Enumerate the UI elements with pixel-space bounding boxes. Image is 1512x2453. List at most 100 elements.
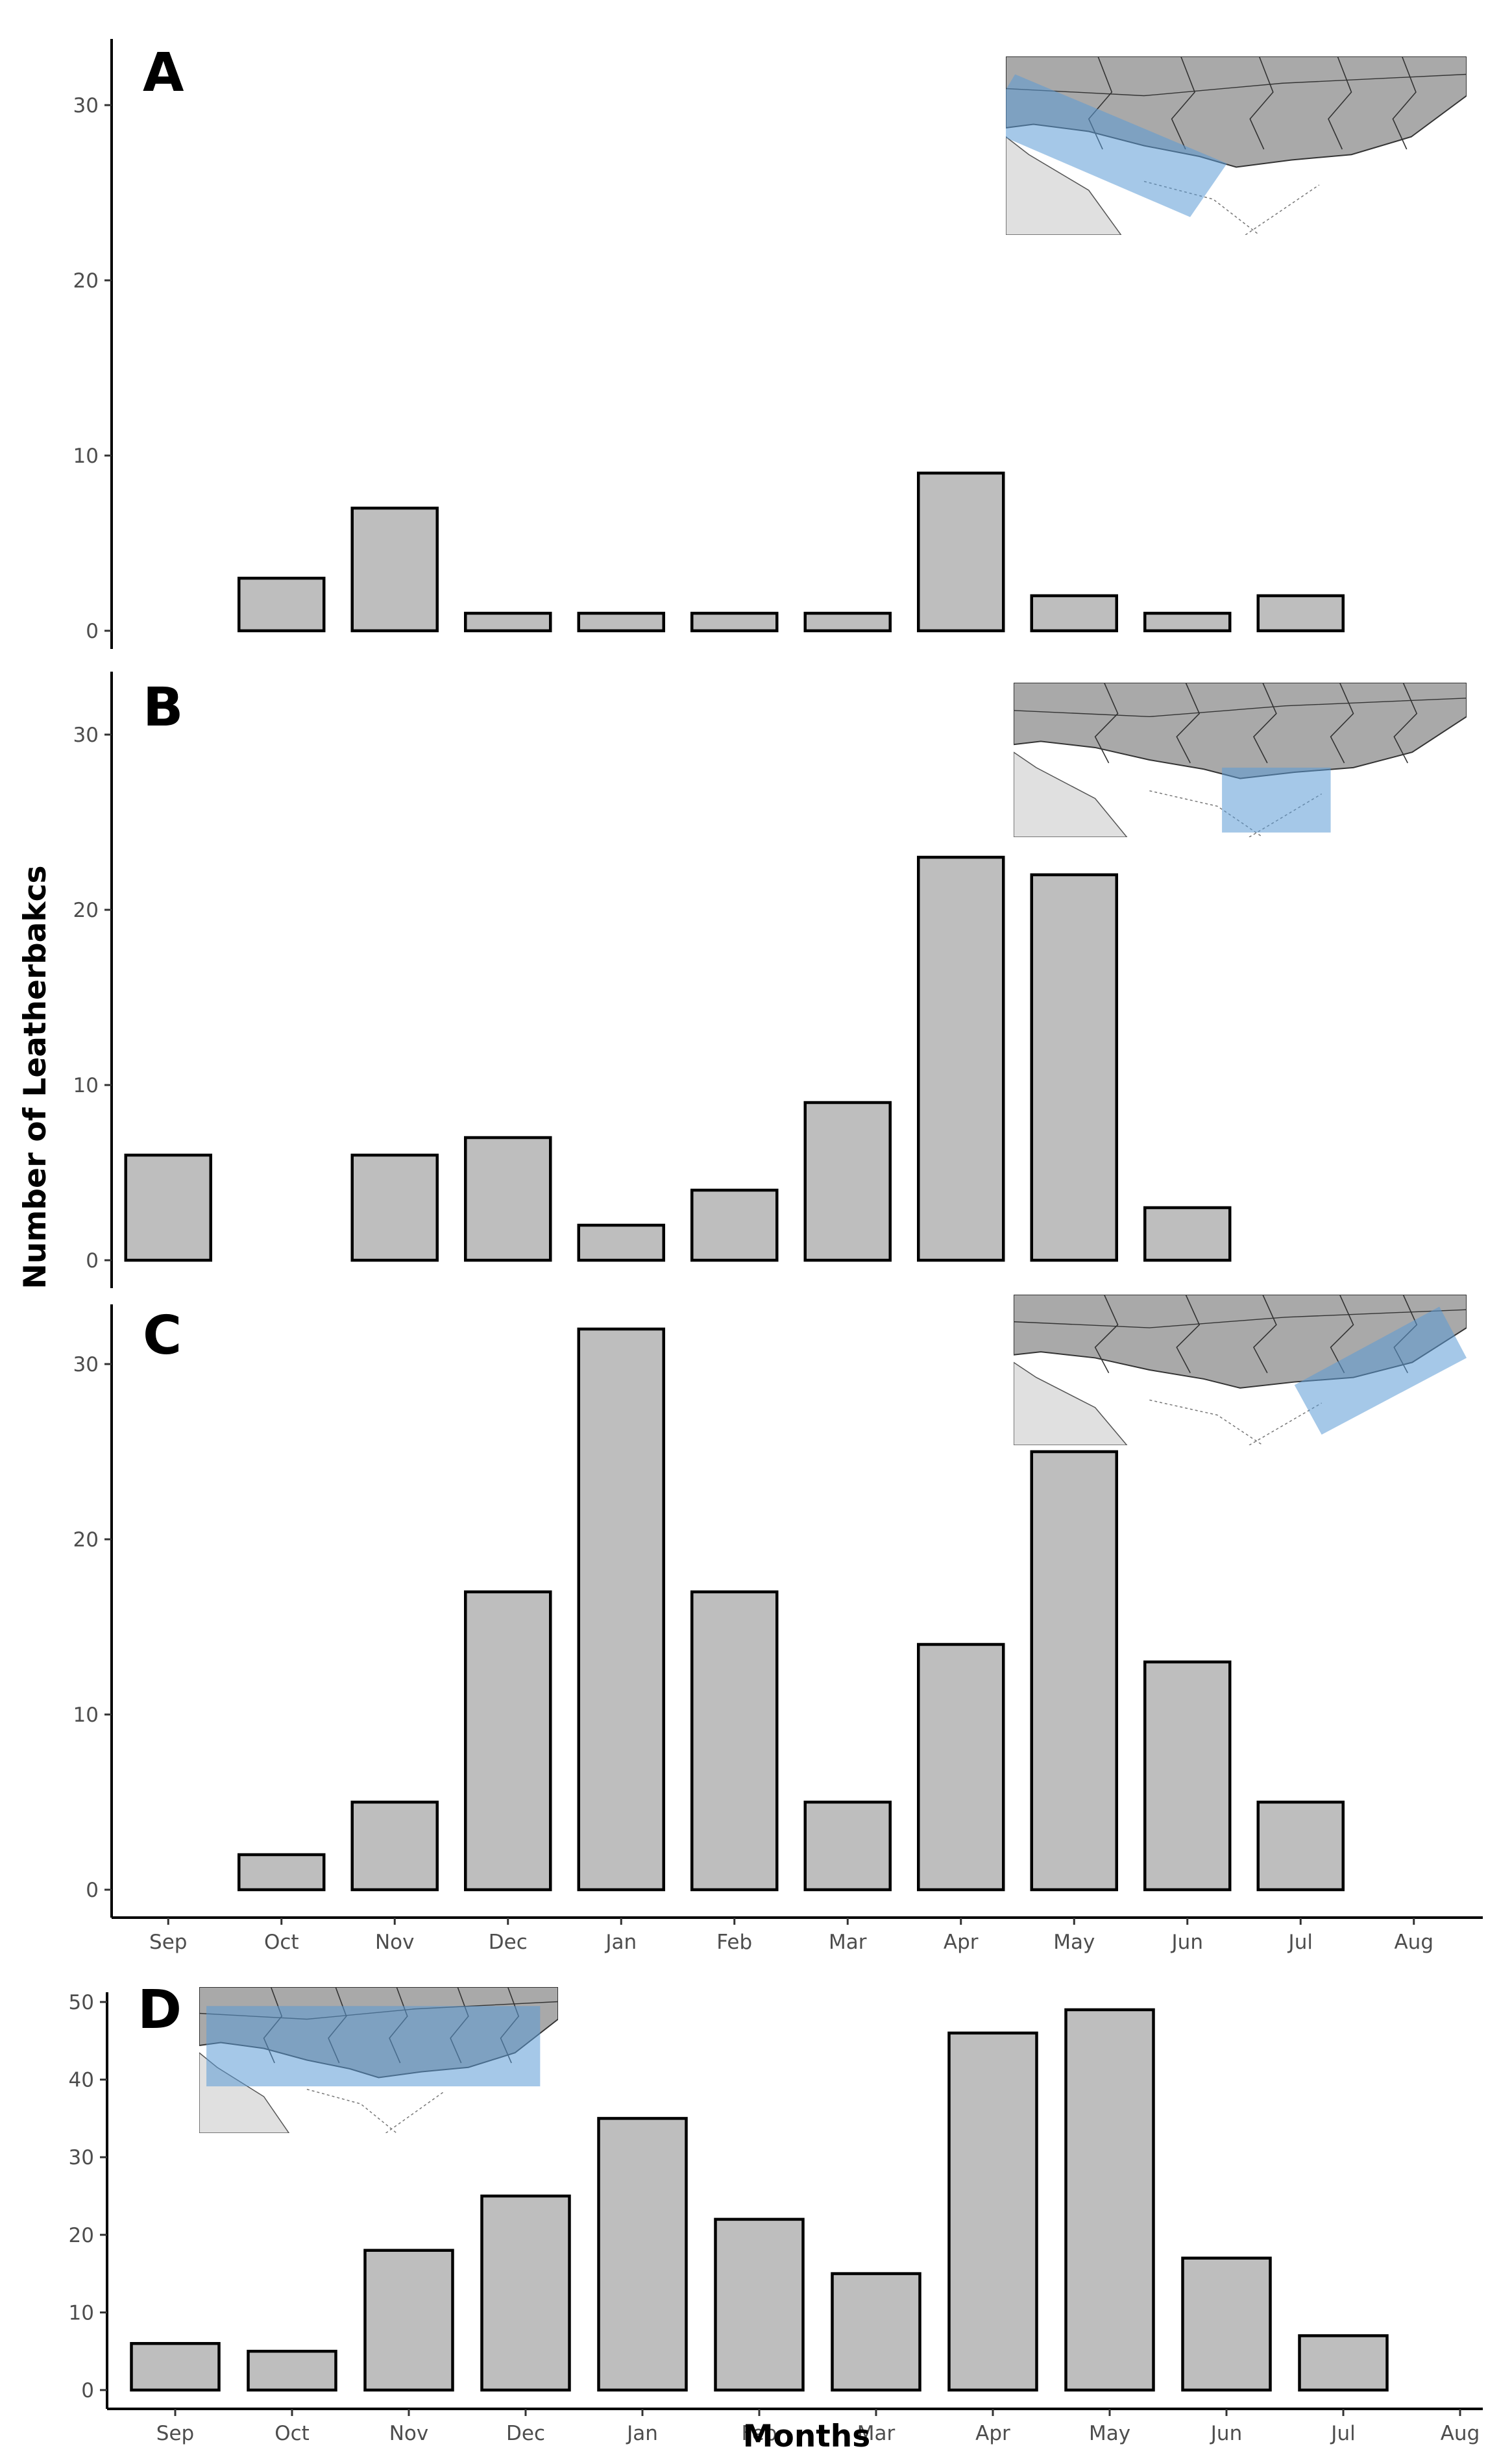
x-tick-label: Oct bbox=[264, 1931, 299, 1954]
bar-b-dec bbox=[464, 1136, 552, 1262]
inset-map-panel-b bbox=[1014, 683, 1467, 837]
y-tick-label: 0 bbox=[86, 1879, 99, 1902]
bar-b-may bbox=[1030, 873, 1118, 1262]
bar-b-jan bbox=[577, 1223, 665, 1262]
y-tick-label: 20 bbox=[73, 1528, 99, 1552]
bar-d-nov bbox=[363, 2249, 454, 2392]
x-tick-label: Sep bbox=[156, 2422, 194, 2445]
panel-d: 0 10 20 30 40 50 Sep Oct Nov Dec Jan Feb Mar Apr May Ju… bbox=[69, 1979, 1483, 2445]
bar-d-feb bbox=[714, 2217, 805, 2392]
bar-a-feb bbox=[690, 611, 779, 633]
y-tick-label: 10 bbox=[73, 1074, 99, 1097]
x-tick-label: Jan bbox=[626, 2422, 658, 2445]
bar-b-nov bbox=[350, 1153, 439, 1262]
bar-a-may bbox=[1030, 594, 1118, 633]
y-tick-label: 20 bbox=[69, 2224, 94, 2247]
x-tick-label: Oct bbox=[274, 2422, 310, 2445]
bar-c-dec bbox=[464, 1590, 552, 1892]
panel-letter: A bbox=[143, 42, 184, 104]
x-tick-label: May bbox=[1053, 1931, 1095, 1954]
map-landmass-south bbox=[1014, 751, 1128, 837]
y-tick-label: 40 bbox=[69, 2069, 94, 2092]
map-landmass-south bbox=[1006, 136, 1122, 235]
x-tick-label: Nov bbox=[375, 1931, 415, 1954]
x-tick-label: May bbox=[1089, 2422, 1130, 2445]
x-tick-label: Jan bbox=[604, 1931, 637, 1954]
map-highlight-region bbox=[206, 2006, 541, 2086]
x-tick-label: Dec bbox=[489, 1931, 528, 1954]
x-tick-label: Aug bbox=[1441, 2422, 1480, 2445]
map-highlight-region bbox=[1294, 1306, 1467, 1435]
bar-a-apr bbox=[917, 471, 1005, 633]
bar-d-may bbox=[1064, 2008, 1155, 2392]
bar-c-feb bbox=[690, 1590, 779, 1892]
inset-map-panel-c bbox=[1014, 1295, 1467, 1445]
bar-c-jan bbox=[577, 1327, 665, 1892]
y-tick-label: 0 bbox=[86, 620, 99, 643]
bar-d-oct bbox=[247, 2349, 337, 2392]
panel-a: 0 10 20 30 A bbox=[73, 39, 1467, 649]
map-highlight-region bbox=[1222, 767, 1331, 833]
y-tick-label: 30 bbox=[69, 2146, 94, 2169]
bar-c-jun bbox=[1143, 1660, 1232, 1892]
y-tick-label: 10 bbox=[73, 445, 99, 468]
bar-b-apr bbox=[917, 855, 1005, 1262]
x-tick-label: Jul bbox=[1330, 2422, 1355, 2445]
panel-letter: B bbox=[143, 677, 184, 738]
x-tick-label: Dec bbox=[506, 2422, 545, 2445]
x-tick-label: Jun bbox=[1210, 2422, 1242, 2445]
panel-b: 0 10 20 30 B bbox=[73, 672, 1467, 1288]
bar-c-jul bbox=[1256, 1800, 1345, 1892]
bar-d-jul bbox=[1298, 2334, 1389, 2392]
bar-b-jun bbox=[1143, 1206, 1232, 1262]
panel-letter: D bbox=[138, 1979, 182, 2041]
bar-c-may bbox=[1030, 1450, 1118, 1892]
bar-d-mar bbox=[831, 2272, 921, 2392]
panel-letter: C bbox=[143, 1305, 182, 1367]
bar-a-nov bbox=[350, 506, 439, 633]
bar-a-mar bbox=[803, 611, 892, 633]
y-tick-label: 10 bbox=[69, 2301, 94, 2325]
map-landmass-south bbox=[1014, 1361, 1128, 1445]
x-tick-label: Feb bbox=[716, 1931, 752, 1954]
y-tick-label: 20 bbox=[73, 899, 99, 922]
y-tick-label: 30 bbox=[73, 1353, 99, 1376]
bar-d-apr bbox=[947, 2031, 1038, 2392]
bar-a-oct bbox=[238, 576, 326, 633]
bar-b-mar bbox=[803, 1101, 892, 1262]
bar-b-feb bbox=[690, 1188, 779, 1262]
x-tick-label: Jul bbox=[1287, 1931, 1313, 1954]
bar-a-jan bbox=[577, 611, 665, 633]
x-tick-label: Apr bbox=[944, 1931, 979, 1954]
bar-d-jun bbox=[1181, 2256, 1272, 2392]
inset-map-panel-a bbox=[1006, 56, 1467, 235]
bar-c-nov bbox=[350, 1800, 439, 1892]
y-tick-label: 50 bbox=[69, 1991, 94, 2014]
panel-c: 0 10 20 30 Sep Oct Nov Dec Jan Feb Mar Apr May Jun Jul… bbox=[73, 1295, 1483, 1954]
x-axis-title: Months bbox=[743, 2419, 870, 2453]
bar-d-sep bbox=[130, 2341, 221, 2392]
x-tick-label: Apr bbox=[975, 2422, 1010, 2445]
map-highlight-region bbox=[1006, 74, 1227, 217]
y-axis-title: Number of Leatherbakcs bbox=[18, 866, 53, 1289]
bar-c-mar bbox=[803, 1800, 892, 1892]
inset-map-panel-d bbox=[199, 1987, 558, 2133]
x-tick-label: Feb bbox=[742, 2422, 777, 2445]
x-tick-label: Nov bbox=[389, 2422, 429, 2445]
y-tick-label: 0 bbox=[86, 1249, 99, 1273]
y-tick-label: 20 bbox=[73, 269, 99, 293]
y-tick-label: 10 bbox=[73, 1703, 99, 1727]
x-tick-label: Mar bbox=[857, 2422, 896, 2445]
bar-d-dec bbox=[480, 2194, 571, 2392]
bar-c-apr bbox=[917, 1642, 1005, 1892]
x-tick-label: Mar bbox=[829, 1931, 867, 1954]
y-tick-label: 0 bbox=[81, 2379, 94, 2402]
bar-a-jul bbox=[1256, 594, 1345, 633]
x-tick-label: Aug bbox=[1394, 1931, 1433, 1954]
y-tick-label: 30 bbox=[73, 724, 99, 747]
bar-b-sep bbox=[124, 1153, 212, 1262]
bar-a-dec bbox=[464, 611, 552, 633]
x-tick-label: Sep bbox=[149, 1931, 187, 1954]
y-tick-label: 30 bbox=[73, 94, 99, 117]
